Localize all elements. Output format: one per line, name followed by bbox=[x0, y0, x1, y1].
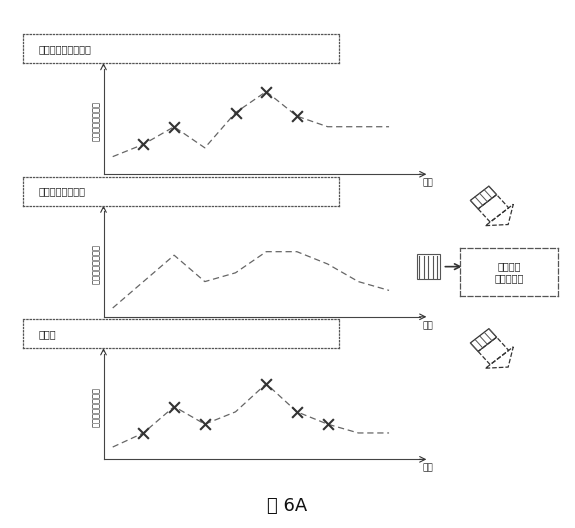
Text: 図 6A: 図 6A bbox=[267, 497, 308, 515]
Bar bbox=[416, 254, 440, 279]
Point bbox=[262, 87, 271, 96]
Y-axis label: アクチュエータ値: アクチュエータ値 bbox=[92, 244, 101, 284]
Text: 先行するコマンド：: 先行するコマンド： bbox=[39, 44, 91, 54]
Text: 時間: 時間 bbox=[423, 464, 434, 473]
Point bbox=[323, 420, 332, 428]
Text: 結果：: 結果： bbox=[39, 329, 56, 339]
Point bbox=[170, 402, 179, 411]
Point bbox=[231, 108, 240, 117]
Point bbox=[200, 420, 209, 428]
Point bbox=[292, 408, 301, 416]
Point bbox=[139, 429, 148, 437]
Y-axis label: アクチュエータ値: アクチュエータ値 bbox=[92, 101, 101, 142]
Text: 時間: 時間 bbox=[423, 178, 434, 187]
Point bbox=[262, 380, 271, 388]
Y-axis label: アクチュエータ値: アクチュエータ値 bbox=[92, 386, 101, 427]
Text: 時間: 時間 bbox=[423, 321, 434, 330]
Point bbox=[139, 140, 148, 148]
Text: タイプ：
「マージ」: タイプ： 「マージ」 bbox=[494, 261, 524, 282]
Point bbox=[170, 122, 179, 131]
Point bbox=[292, 112, 301, 120]
Text: 新しいコマンド：: 新しいコマンド： bbox=[39, 186, 86, 196]
